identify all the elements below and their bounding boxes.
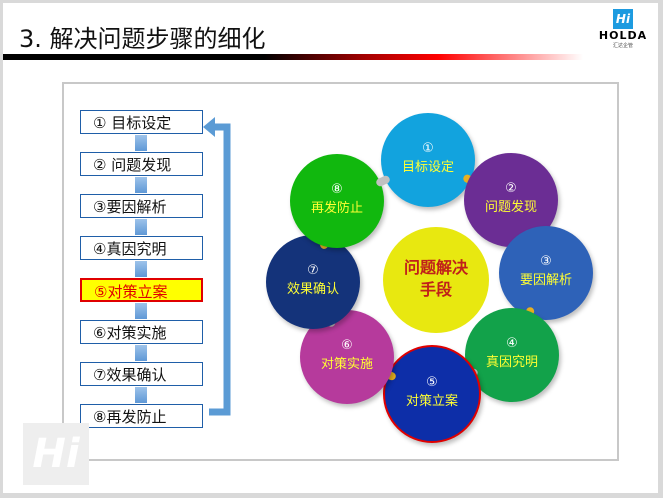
down-arrow-icon (135, 177, 147, 193)
step-box: ③要因解析 (80, 194, 203, 218)
watermark-logo: Hi (23, 423, 89, 485)
node-number: ① (422, 141, 434, 157)
node-label: 真因究明 (485, 355, 538, 371)
center-line-1: 问题解决 (403, 258, 468, 277)
down-arrow-icon (135, 387, 147, 403)
node-label: 效果确认 (286, 282, 339, 298)
node-label: 问题发现 (484, 200, 537, 216)
step-box: ① 目标设定 (80, 110, 203, 134)
page-title: 3. 解决问题步骤的细化 (19, 25, 266, 53)
step-box: ② 问题发现 (80, 152, 203, 176)
step-box: ⑥对策实施 (80, 320, 203, 344)
down-arrow-icon (135, 345, 147, 361)
cycle-node: ⑧ 再发防止 (290, 154, 384, 248)
center-circle: 问题解决 手段 (383, 227, 489, 333)
node-number: ③ (540, 254, 552, 270)
node-number: ⑤ (426, 375, 438, 391)
step-box: ⑧再发防止 (80, 404, 203, 428)
node-label: 对策立案 (405, 394, 458, 410)
logo-sub: 汇达企管 (612, 43, 633, 49)
node-label: 要因解析 (519, 273, 572, 289)
center-line-2: 手段 (419, 280, 452, 299)
step-box: ⑦效果确认 (80, 362, 203, 386)
step-box: ④真因究明 (80, 236, 203, 260)
node-number: ⑧ (331, 182, 343, 198)
cycle-node: ⑦ 效果确认 (266, 235, 360, 329)
slide: 3. 解决问题步骤的细化 Hi HOLDA 汇达企管 ① 目标设定 ② 问题发现 ③… (3, 3, 658, 493)
down-arrow-icon (135, 261, 147, 277)
cycle-node: ④ 真因究明 (465, 308, 559, 402)
down-arrow-icon (135, 135, 147, 151)
cycle-node: ③ 要因解析 (499, 226, 593, 320)
logo-brand: HOLDA (598, 29, 648, 42)
cycle-node: ① 目标设定 (381, 113, 475, 207)
node-number: ⑦ (307, 263, 319, 279)
node-label: 目标设定 (401, 160, 454, 176)
return-arrow-icon (203, 117, 231, 416)
down-arrow-icon (135, 219, 147, 235)
down-arrow-icon (135, 303, 147, 319)
logo-mark: Hi (613, 9, 633, 29)
title-divider (3, 54, 583, 60)
cycle-node: ⑤ 对策立案 (383, 345, 481, 443)
node-number: ⑥ (341, 338, 353, 354)
node-number: ④ (506, 336, 518, 352)
node-number: ② (505, 181, 517, 197)
node-label: 再发防止 (310, 201, 363, 217)
node-label: 对策实施 (320, 357, 373, 373)
logo: Hi HOLDA 汇达企管 (593, 9, 653, 57)
step-box: ⑤对策立案 (80, 278, 203, 302)
